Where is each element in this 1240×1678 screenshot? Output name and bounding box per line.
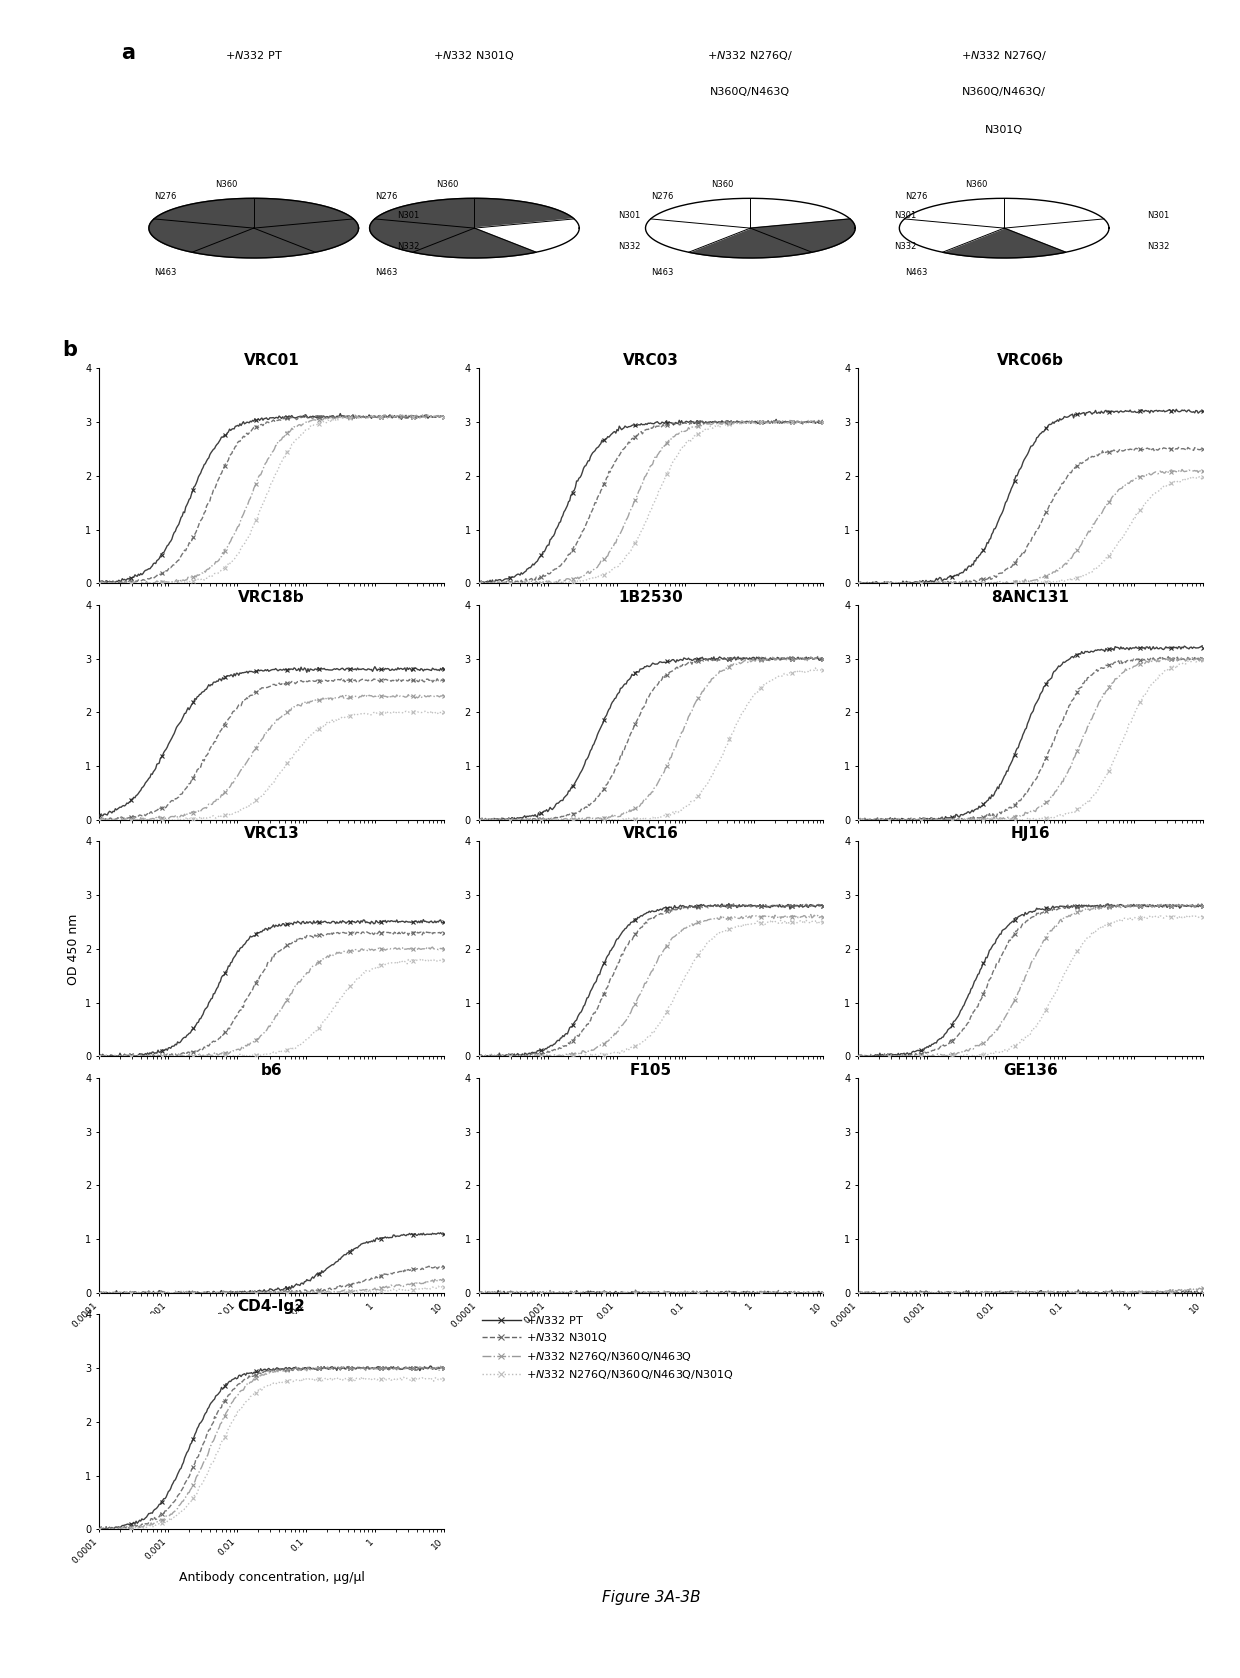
Text: N463: N463	[651, 267, 673, 277]
Text: +$\it{N}$332 N276Q/: +$\it{N}$332 N276Q/	[707, 49, 794, 62]
Polygon shape	[254, 218, 358, 252]
Title: b6: b6	[260, 1062, 283, 1077]
Title: VRC03: VRC03	[622, 354, 680, 367]
Text: N301Q: N301Q	[985, 124, 1023, 134]
Polygon shape	[374, 198, 475, 228]
Text: +$\it{N}$332 PT: +$\it{N}$332 PT	[224, 49, 283, 62]
Polygon shape	[750, 198, 851, 228]
Polygon shape	[750, 218, 856, 252]
Text: Figure 3A-3B: Figure 3A-3B	[601, 1589, 701, 1604]
Text: +$\it{N}$332 N301Q: +$\it{N}$332 N301Q	[433, 49, 516, 62]
Polygon shape	[475, 218, 579, 252]
X-axis label: Antibody concentration, μg/μl: Antibody concentration, μg/μl	[179, 1571, 365, 1584]
Text: N463: N463	[154, 267, 176, 277]
Polygon shape	[413, 228, 536, 258]
Title: VRC06b: VRC06b	[997, 354, 1064, 367]
Polygon shape	[899, 218, 1004, 252]
Title: VRC16: VRC16	[622, 826, 680, 841]
Title: 1B2530: 1B2530	[619, 589, 683, 604]
Title: VRC13: VRC13	[244, 826, 300, 841]
Text: N276: N276	[374, 193, 397, 201]
Text: N276: N276	[651, 193, 673, 201]
Title: HJ16: HJ16	[1011, 826, 1050, 841]
Polygon shape	[254, 198, 353, 228]
Text: N332: N332	[618, 242, 640, 252]
Polygon shape	[1004, 218, 1109, 252]
Text: N463: N463	[374, 267, 397, 277]
Polygon shape	[370, 218, 475, 252]
Text: N360: N360	[215, 180, 237, 188]
Text: N360: N360	[966, 180, 988, 188]
Polygon shape	[942, 228, 1065, 258]
Text: N360Q/N463Q: N360Q/N463Q	[711, 87, 790, 97]
Polygon shape	[475, 198, 574, 228]
Text: N463: N463	[905, 267, 928, 277]
Text: N301: N301	[894, 211, 916, 220]
Polygon shape	[149, 218, 254, 252]
Polygon shape	[154, 198, 254, 228]
Text: N301: N301	[397, 211, 419, 220]
Text: +$\it{N}$332 N276Q/: +$\it{N}$332 N276Q/	[961, 49, 1048, 62]
Polygon shape	[1004, 198, 1104, 228]
Polygon shape	[688, 228, 812, 258]
Title: 8ANC131: 8ANC131	[992, 589, 1069, 604]
Title: F105: F105	[630, 1062, 672, 1077]
Text: N360: N360	[712, 180, 734, 188]
Y-axis label: OD 450 nm: OD 450 nm	[67, 913, 79, 985]
Text: N301: N301	[1147, 211, 1169, 220]
Text: N301: N301	[618, 211, 640, 220]
Title: VRC18b: VRC18b	[238, 589, 305, 604]
Polygon shape	[192, 228, 315, 258]
Polygon shape	[651, 198, 750, 228]
Text: N332: N332	[1147, 242, 1169, 252]
Title: VRC01: VRC01	[244, 354, 300, 367]
Text: N276: N276	[154, 193, 176, 201]
Text: N276: N276	[905, 193, 928, 201]
Text: N360Q/N463Q/: N360Q/N463Q/	[962, 87, 1047, 97]
Text: a: a	[122, 44, 135, 64]
Text: N332: N332	[894, 242, 916, 252]
Polygon shape	[904, 198, 1004, 228]
Text: b: b	[62, 341, 77, 359]
Text: N360: N360	[435, 180, 458, 188]
Legend: +$\it{N}$332 PT, +$\it{N}$332 N301Q, +$\it{N}$332 N276Q/N360Q/N463Q, +$\it{N}$33: +$\it{N}$332 PT, +$\it{N}$332 N301Q, +$\…	[477, 1309, 739, 1386]
Text: N332: N332	[397, 242, 419, 252]
Polygon shape	[646, 218, 750, 252]
Title: CD4-Ig2: CD4-Ig2	[238, 1299, 305, 1314]
Title: GE136: GE136	[1003, 1062, 1058, 1077]
